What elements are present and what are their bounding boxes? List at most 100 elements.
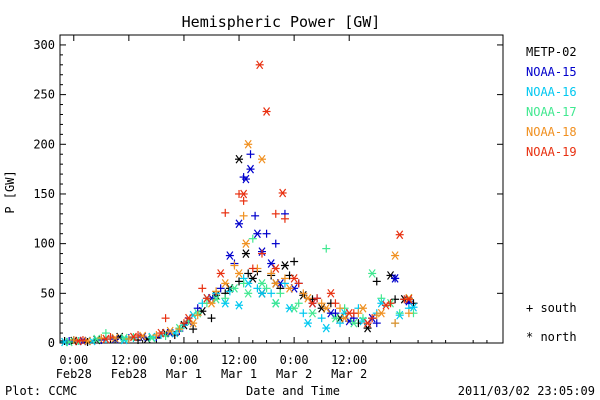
legend-entry: NOAA-17 [526, 105, 577, 119]
marker-legend-entry: + south [526, 301, 577, 315]
point-south [336, 319, 345, 328]
point-north [216, 269, 225, 278]
marker-legend-entry: * north [526, 330, 577, 344]
point-north [92, 334, 101, 344]
y-axis: 0 50 100 150 200 250 300 [33, 38, 503, 350]
point-north [241, 239, 250, 249]
point-north [74, 336, 83, 346]
point-south [246, 150, 255, 159]
legend: METP-02 NOAA-15 NOAA-16 NOAA-17 NOAA-18 NOAA-… [526, 45, 577, 159]
point-north [257, 288, 266, 298]
x-tick-label-date: Mar 1 [221, 367, 257, 381]
point-north [368, 269, 377, 278]
point-south [221, 208, 230, 217]
point-south [193, 304, 202, 313]
point-south [101, 329, 110, 338]
point-south [336, 304, 345, 313]
point-north [246, 164, 255, 174]
point-south [368, 314, 377, 323]
point-south [317, 299, 326, 308]
point-south [257, 249, 266, 258]
y-tick-label: 200 [33, 137, 55, 151]
point-north [225, 251, 234, 260]
point-south [313, 294, 322, 303]
point-south [69, 336, 78, 345]
x-tick-label-time: 12:00 [111, 353, 147, 367]
point-north [111, 333, 120, 343]
data-points [60, 60, 418, 347]
point-north [271, 264, 280, 273]
point-north [303, 318, 312, 328]
y-tick-label: 300 [33, 38, 55, 52]
point-north [65, 337, 74, 347]
point-south [395, 309, 404, 318]
point-south [358, 314, 367, 323]
point-south [97, 334, 106, 343]
y-tick-label: 50 [41, 286, 55, 300]
point-south [239, 279, 248, 288]
point-south [267, 289, 276, 298]
point-north [280, 261, 289, 270]
point-south [271, 209, 280, 218]
point-north [235, 300, 244, 310]
point-north [271, 279, 280, 288]
point-south [179, 319, 188, 328]
point-north [409, 302, 418, 312]
point-north [290, 303, 299, 313]
point-north [221, 279, 230, 288]
point-south [331, 299, 340, 308]
point-north [221, 298, 230, 308]
point-north [340, 313, 349, 323]
point-north [83, 336, 92, 346]
marker-legend: + south * north [526, 301, 577, 344]
point-south [253, 284, 262, 293]
point-south [391, 319, 400, 328]
point-north [391, 274, 400, 283]
point-north [326, 288, 335, 298]
point-north [207, 298, 216, 308]
point-north [391, 251, 400, 260]
point-south [372, 277, 381, 286]
point-north [278, 188, 287, 198]
point-north [308, 308, 317, 318]
point-north [322, 303, 331, 313]
point-north [395, 230, 404, 240]
point-south [248, 234, 257, 243]
point-south [317, 314, 326, 323]
point-north [285, 283, 294, 293]
point-south [276, 289, 285, 298]
point-south [221, 294, 230, 303]
point-south [193, 311, 202, 320]
point-south [404, 309, 413, 318]
legend-entry: NOAA-15 [526, 65, 577, 79]
point-north [212, 294, 221, 304]
point-north [267, 259, 276, 268]
legend-entry: NOAA-16 [526, 85, 577, 99]
point-north [345, 308, 354, 318]
x-tick-label-time: 0:00 [59, 353, 88, 367]
point-south [78, 336, 87, 345]
x-tick-label-date: Mar 2 [331, 367, 367, 381]
legend-entry: NOAA-19 [526, 145, 577, 159]
x-tick-label-date: Mar 1 [166, 367, 202, 381]
chart-title: Hemispheric Power [GW] [182, 13, 381, 31]
point-north [290, 274, 299, 283]
point-south [230, 261, 239, 270]
point-north [202, 293, 211, 303]
point-south [290, 257, 299, 266]
point-south [239, 196, 248, 205]
plot-frame [59, 34, 504, 344]
point-south [377, 294, 386, 303]
point-south [251, 211, 260, 220]
point-north [138, 331, 147, 341]
point-north [244, 139, 253, 149]
point-north [326, 308, 335, 318]
point-north [235, 269, 244, 278]
point-south [372, 319, 381, 328]
point-north [303, 293, 312, 303]
x-tick-label-time: 12:00 [331, 353, 367, 367]
point-north [271, 298, 280, 308]
point-south [248, 264, 257, 273]
